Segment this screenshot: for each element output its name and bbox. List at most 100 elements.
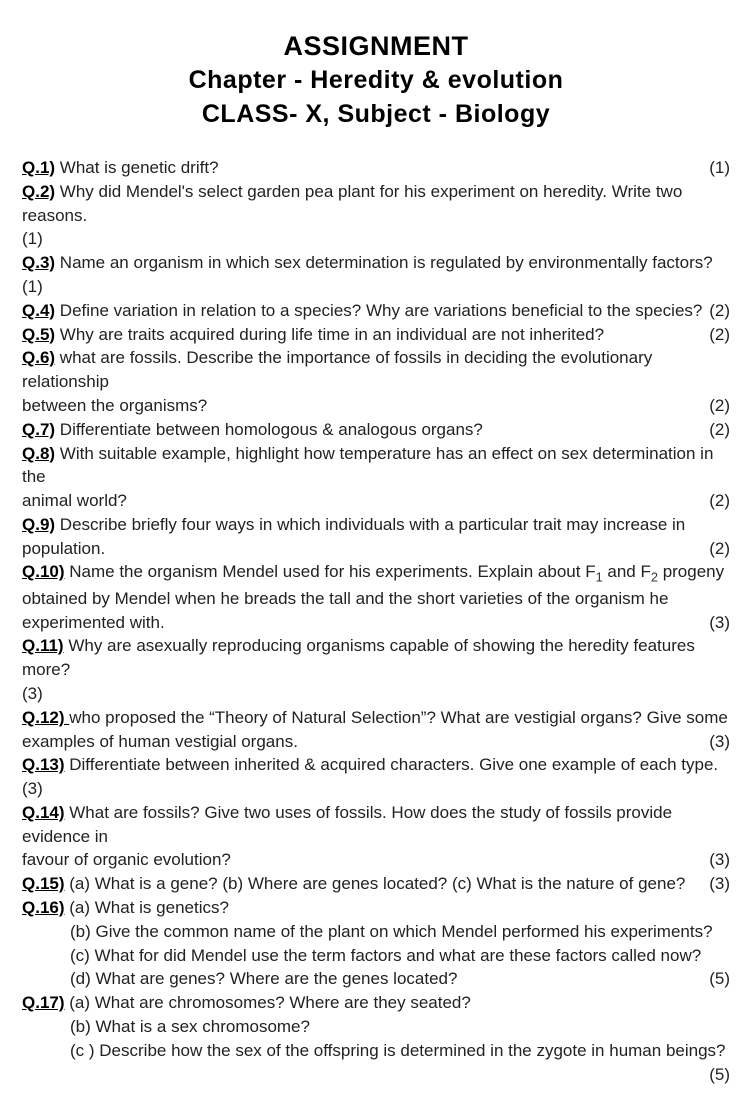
question-12-line1: Q.12) who proposed the “Theory of Natura… (22, 706, 730, 730)
q-text: (d) What are genes? Where are the genes … (70, 969, 457, 988)
question-14-line1: Q.14) What are fossils? Give two uses of… (22, 801, 730, 849)
marks: (3) (22, 684, 43, 703)
q-text: Name the organism Mendel used for his ex… (65, 562, 596, 581)
q-number: Q.3) (22, 253, 55, 272)
q-text: (a) What is genetics? (65, 898, 229, 917)
marks: (3) (22, 779, 43, 798)
q-text: Describe briefly four ways in which indi… (55, 515, 685, 534)
question-2: Q.2) Why did Mendel's select garden pea … (22, 180, 730, 228)
q-text: Differentiate between homologous & analo… (55, 420, 483, 439)
q-text: With suitable example, highlight how tem… (22, 444, 713, 487)
question-17-c: (c ) Describe how the sex of the offspri… (22, 1039, 730, 1087)
q-number: Q.14) (22, 803, 65, 822)
question-1: Q.1) What is genetic drift? (1) (22, 156, 730, 180)
question-7: Q.7) Differentiate between homologous & … (22, 418, 730, 442)
marks: (5) (709, 967, 730, 991)
q-text: (a) What is a gene? (b) Where are genes … (65, 874, 686, 893)
marks: (3) (709, 872, 730, 896)
q-number: Q.4) (22, 301, 55, 320)
marks: (3) (709, 848, 730, 872)
question-13: Q.13) Differentiate between inherited & … (22, 753, 730, 777)
question-12-line2: examples of human vestigial organs.(3) (22, 730, 730, 754)
q-text: What are fossils? Give two uses of fossi… (22, 803, 672, 846)
q-text: who proposed the “Theory of Natural Sele… (69, 708, 728, 727)
q-number: Q.15) (22, 874, 65, 893)
q-number: Q.17) (22, 993, 65, 1012)
question-10-line1: Q.10) Name the organism Mendel used for … (22, 560, 730, 586)
q-number: Q.13) (22, 755, 65, 774)
marks: (2) (709, 489, 730, 513)
marks: (2) (709, 323, 730, 347)
marks: (2) (709, 394, 730, 418)
header-title: ASSIGNMENT (22, 28, 730, 64)
q-number: Q.7) (22, 420, 55, 439)
q-number: Q.11) (22, 636, 64, 655)
question-9-line2: population. (2) (22, 537, 730, 561)
q-number: Q.2) (22, 182, 55, 201)
q-text: (b) Give the common name of the plant on… (70, 922, 713, 941)
q-text: What is genetic drift? (55, 158, 218, 177)
question-6-line1: Q.6) what are fossils. Describe the impo… (22, 346, 730, 394)
q-number: Q.9) (22, 515, 55, 534)
marks: (1) (22, 229, 43, 248)
q-number: Q.10) (22, 562, 65, 581)
q-text: favour of organic evolution? (22, 850, 231, 869)
question-11-marks: (3) (22, 682, 730, 706)
q-text: Why did Mendel's select garden pea plant… (22, 182, 682, 225)
q-text: Differentiate between inherited & acquir… (65, 755, 719, 774)
marks: (2) (709, 418, 730, 442)
question-9-line1: Q.9) Describe briefly four ways in which… (22, 513, 730, 537)
question-16-c: (c) What for did Mendel use the term fac… (22, 944, 730, 968)
marks: (2) (709, 537, 730, 561)
subscript: 1 (596, 570, 603, 585)
q-number: Q.1) (22, 158, 55, 177)
question-13-marks: (3) (22, 777, 730, 801)
question-15: Q.15) (a) What is a gene? (b) Where are … (22, 872, 730, 896)
marks: (1) (709, 156, 730, 180)
q-number: Q.5) (22, 325, 55, 344)
q-text: population. (22, 539, 105, 558)
q-text: between the organisms? (22, 396, 207, 415)
q-number: Q.8) (22, 444, 55, 463)
q-text: and F (603, 562, 651, 581)
q-text: (b) What is a sex chromosome? (70, 1017, 310, 1036)
q-text: Why are asexually reproducing organisms … (22, 636, 695, 679)
q-text: Define variation in relation to a specie… (55, 301, 702, 320)
q-text: (a) What are chromosomes? Where are they… (65, 993, 471, 1012)
q-number: Q.6) (22, 348, 55, 367)
q-text: obtained by Mendel when he breads the ta… (22, 589, 668, 608)
marks: (1) (22, 277, 43, 296)
question-16-b: (b) Give the common name of the plant on… (22, 920, 730, 944)
question-8-line2: animal world? (2) (22, 489, 730, 513)
header-chapter: Chapter - Heredity & evolution (22, 64, 730, 98)
question-17-b: (b) What is a sex chromosome? (22, 1015, 730, 1039)
header-class-subject: CLASS- X, Subject - Biology (22, 98, 730, 132)
q-text: animal world? (22, 491, 127, 510)
q-text: experimented with. (22, 613, 165, 632)
question-4: Q.4) Define variation in relation to a s… (22, 299, 730, 323)
q-text: what are fossils. Describe the importanc… (22, 348, 652, 391)
question-6-line2: between the organisms? (2) (22, 394, 730, 418)
q-number: Q.16) (22, 898, 65, 917)
q-text: Why are traits acquired during life time… (55, 325, 604, 344)
marks: (2) (709, 299, 730, 323)
q-text: (c) What for did Mendel use the term fac… (70, 946, 701, 965)
question-10-line3: experimented with. (3) (22, 611, 730, 635)
q-text: Name an organism in which sex determinat… (55, 253, 713, 272)
q-text: (c ) Describe how the sex of the offspri… (70, 1041, 726, 1060)
question-8-line1: Q.8) With suitable example, highlight ho… (22, 442, 730, 490)
assignment-header: ASSIGNMENT Chapter - Heredity & evolutio… (22, 28, 730, 132)
q-text: examples of human vestigial organs. (22, 732, 298, 751)
question-16-d: (d) What are genes? Where are the genes … (22, 967, 730, 991)
question-10-line2: obtained by Mendel when he breads the ta… (22, 587, 730, 611)
question-14-line2: favour of organic evolution? (3) (22, 848, 730, 872)
marks: (3) (709, 611, 730, 635)
question-3: Q.3) Name an organism in which sex deter… (22, 251, 730, 275)
q-text: progeny (658, 562, 724, 581)
q-number: Q.12) (22, 708, 69, 727)
question-3-marks: (1) (22, 275, 730, 299)
questions-list: Q.1) What is genetic drift? (1) Q.2) Why … (22, 156, 730, 1087)
marks: (5) (709, 1063, 730, 1087)
question-16-a: Q.16) (a) What is genetics? (22, 896, 730, 920)
subscript: 2 (651, 570, 658, 585)
